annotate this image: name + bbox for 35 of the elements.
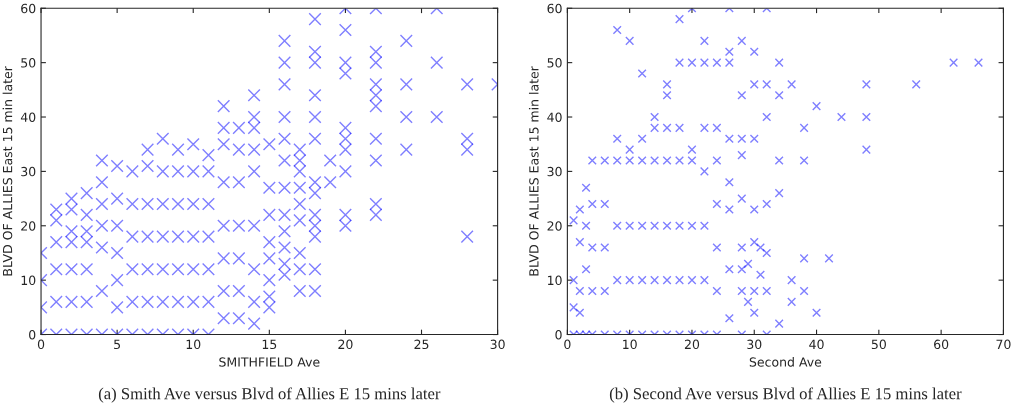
- y-tick-label: 10: [21, 275, 36, 286]
- x-tick-label: 15: [262, 339, 277, 350]
- y-axis-title: BLVD OF ALLIES East 15 min later: [2, 66, 13, 276]
- x-tick-label: 0: [564, 339, 571, 350]
- y-tick-label: 40: [20, 112, 36, 122]
- x-tick-label: 20: [338, 339, 353, 350]
- x-tick-label: 30: [490, 339, 505, 350]
- x-tick-label: 0: [37, 339, 45, 350]
- x-tick-label: 25: [414, 339, 429, 350]
- x-tick-label: 20: [684, 339, 700, 350]
- y-tick-label: 20: [21, 221, 36, 231]
- y-tick-label: 40: [547, 112, 562, 122]
- text: (a) Smith Ave versus Blvd of Allies E 15 mins later: [98, 387, 441, 403]
- x-tick-label: 40: [809, 339, 824, 350]
- x-tick-label: 30: [747, 339, 762, 350]
- x-tick-label: 50: [871, 339, 886, 350]
- y-tick-label: 60: [547, 3, 562, 14]
- y-tick-label: 30: [21, 166, 36, 177]
- x-axis-title: Second Ave: [749, 357, 822, 367]
- x-tick-label: 70: [996, 339, 1011, 350]
- y-axis-title: BLVD OF ALLIES East 15 min later: [528, 66, 539, 276]
- y-tick-label: 0: [555, 330, 562, 340]
- y-tick-label: 30: [547, 166, 562, 177]
- x-tick-label: 5: [114, 339, 121, 350]
- y-tick-label: 20: [547, 221, 562, 231]
- y-tick-label: 50: [547, 58, 562, 68]
- y-tick-label: 50: [21, 58, 36, 68]
- x-tick-label: 10: [623, 339, 637, 350]
- x-axis-title: SMITHFIELD Ave: [219, 357, 320, 367]
- y-tick-label: 0: [29, 330, 36, 340]
- y-tick-label: 60: [21, 3, 36, 14]
- y-tick-label: 10: [547, 275, 562, 286]
- x-tick-label: 60: [934, 339, 949, 350]
- x-tick-label: 10: [186, 339, 201, 350]
- text: (b) Second Ave versus Blvd of Allies E 15 mins later: [609, 387, 962, 403]
